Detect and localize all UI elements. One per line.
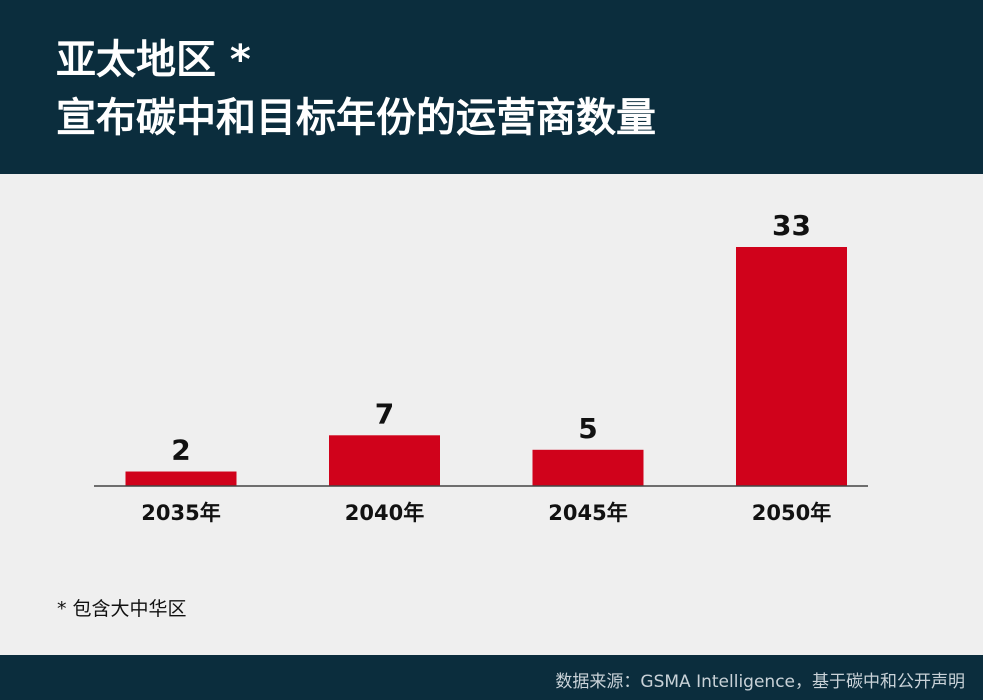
data-label-1: 7 <box>375 397 394 430</box>
footnote: * 包含大中华区 <box>57 598 187 620</box>
header-banner: 亚太地区 * 宣布碳中和目标年份的运营商数量 <box>0 0 983 174</box>
bar-3 <box>736 247 847 486</box>
chart-title-line1: 亚太地区 * <box>56 37 251 83</box>
data-label-3: 33 <box>772 209 811 242</box>
data-label-0: 2 <box>171 434 190 467</box>
x-tick-label-0: 2035年 <box>141 501 220 525</box>
bar-chart: 2 2035年 7 2040年 5 2045年 33 2050年 <box>94 209 868 525</box>
footer-banner: 数据来源：GSMA Intelligence，基于碳中和公开声明 <box>0 655 983 700</box>
chart-title-line2: 宣布碳中和目标年份的运营商数量 <box>56 95 656 141</box>
data-label-2: 5 <box>578 412 597 445</box>
x-tick-label-1: 2040年 <box>345 501 424 525</box>
x-tick-label-2: 2045年 <box>548 501 627 525</box>
bar-1 <box>329 435 440 486</box>
bar-2 <box>532 449 644 486</box>
x-tick-label-3: 2050年 <box>752 501 831 525</box>
source-note: 数据来源：GSMA Intelligence，基于碳中和公开声明 <box>555 672 965 692</box>
bar-0 <box>125 471 237 486</box>
